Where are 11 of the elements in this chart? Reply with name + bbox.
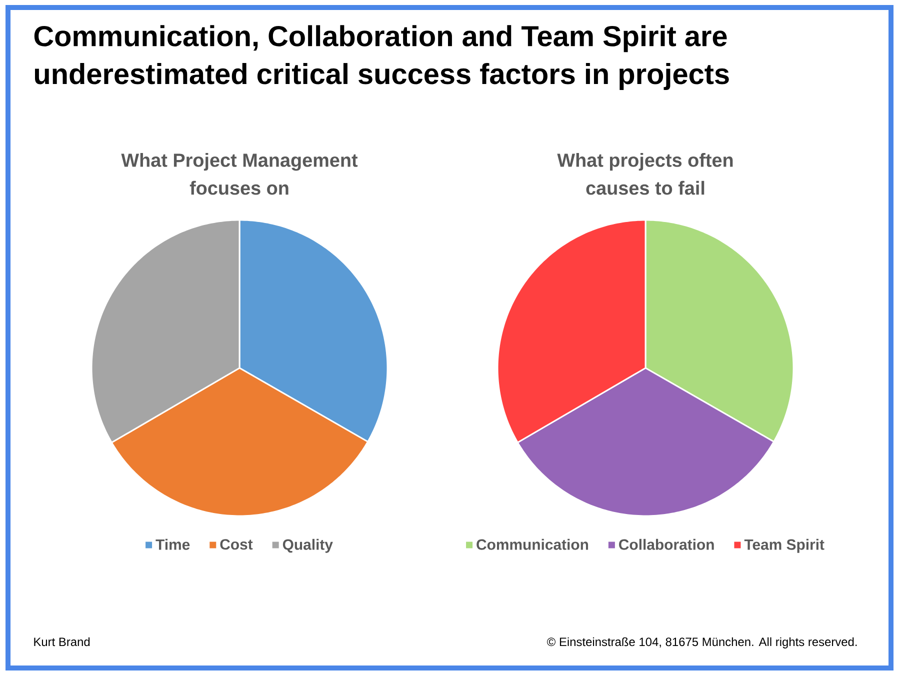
legend-label: Collaboration [619, 538, 714, 550]
chart-title: What projects often causes to fail [557, 153, 733, 195]
legend-label: Time [156, 538, 190, 550]
text: © Einsteinstraße 104, 81675 München. All rights reserved. [547, 637, 857, 648]
legend-label: Quality [282, 538, 333, 553]
chart-title: What Project Management focuses on [121, 153, 358, 195]
text: Communication, Collaboration and Team Spirit are underestimated critical success factors in projects [34, 25, 729, 90]
legend-label: Team Spirit [744, 538, 824, 553]
legend-label: Cost [220, 539, 253, 550]
text: Kurt Brand [34, 637, 90, 646]
legend-label: Communication [476, 538, 588, 550]
